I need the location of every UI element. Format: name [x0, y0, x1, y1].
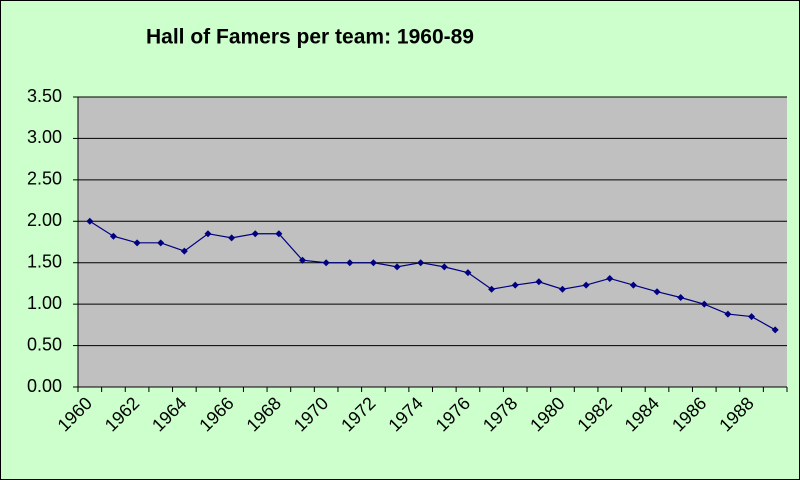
y-tick-label: 1.50 — [27, 251, 62, 271]
data-point — [724, 310, 732, 318]
data-point — [629, 281, 637, 289]
y-tick-label: 1.00 — [27, 293, 62, 313]
y-tick-label: 0.50 — [27, 334, 62, 354]
data-point — [511, 281, 519, 289]
data-point — [653, 288, 661, 296]
data-point — [86, 217, 94, 225]
data-point — [677, 294, 685, 302]
data-point — [322, 259, 330, 267]
data-point — [606, 274, 614, 282]
data-point — [700, 300, 708, 308]
data-point — [748, 313, 756, 321]
data-point — [228, 234, 236, 242]
data-point — [109, 232, 117, 240]
data-point — [180, 247, 188, 255]
plot-area — [78, 97, 787, 387]
data-point — [346, 259, 354, 267]
data-point — [393, 263, 401, 271]
data-point — [558, 285, 566, 293]
data-point — [440, 263, 448, 271]
data-point — [417, 259, 425, 267]
y-tick-label: 3.00 — [27, 127, 62, 147]
y-tick-label: 0.00 — [27, 376, 62, 396]
y-tick-label: 3.50 — [27, 86, 62, 106]
series-line — [89, 220, 776, 331]
y-tick-label: 2.50 — [27, 169, 62, 189]
data-point — [464, 269, 472, 277]
data-point — [369, 259, 377, 267]
chart-title: Hall of Famers per team: 1960-89 — [146, 26, 474, 49]
data-point — [133, 239, 141, 247]
y-tick-label: 2.00 — [27, 210, 62, 230]
data-point — [275, 230, 283, 238]
data-point — [488, 285, 496, 293]
data-point — [582, 281, 590, 289]
data-point — [157, 239, 165, 247]
data-point — [771, 326, 779, 334]
data-point — [251, 230, 259, 238]
data-point — [535, 278, 543, 286]
data-point — [299, 256, 307, 264]
data-point — [204, 230, 212, 238]
